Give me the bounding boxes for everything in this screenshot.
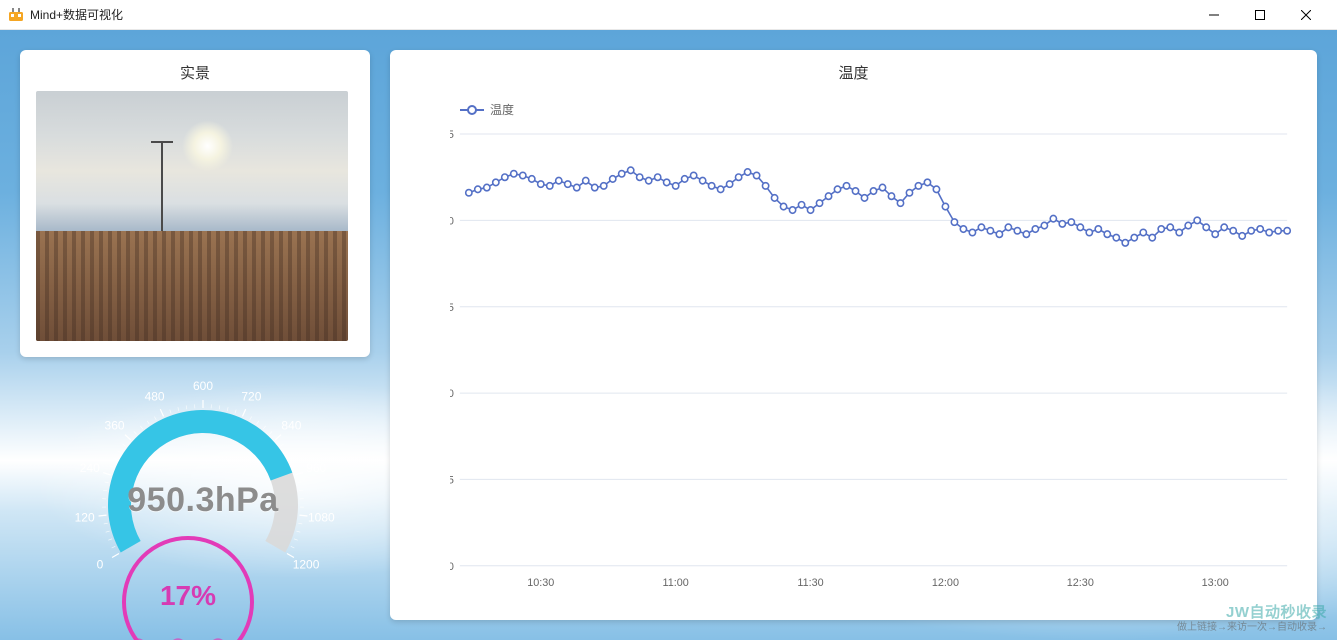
svg-text:1200: 1200 (293, 558, 320, 572)
legend-label: 温度 (490, 101, 514, 118)
svg-text:12:30: 12:30 (1067, 577, 1094, 589)
close-button[interactable] (1283, 0, 1329, 30)
svg-text:720: 720 (241, 389, 261, 403)
svg-text:480: 480 (145, 389, 165, 403)
chart-legend: 温度 (460, 101, 1301, 118)
svg-text:840: 840 (281, 418, 301, 432)
svg-text:360: 360 (105, 418, 125, 432)
scene-card-title: 实景 (36, 62, 354, 83)
svg-text:10: 10 (450, 388, 454, 400)
maximize-button[interactable] (1237, 0, 1283, 30)
window-titlebar: Mind+数据可视化 (0, 0, 1337, 30)
svg-text:11:30: 11:30 (797, 577, 823, 589)
svg-text:10:30: 10:30 (527, 577, 554, 589)
svg-text:11:00: 11:00 (663, 577, 689, 589)
svg-text:240: 240 (80, 461, 100, 475)
svg-text:600: 600 (193, 379, 213, 393)
svg-text:13:00: 13:00 (1202, 577, 1229, 589)
svg-text:5: 5 (450, 474, 454, 486)
svg-text:15: 15 (450, 302, 454, 314)
svg-text:0: 0 (450, 561, 454, 573)
temperature-chart-card: 温度 温度 0510152025℃10:3011:0011:3012:0012:… (390, 50, 1317, 620)
svg-text:12:00: 12:00 (932, 577, 959, 589)
scene-card: 实景 (20, 50, 370, 357)
svg-text:960: 960 (306, 461, 326, 475)
scene-image (36, 91, 348, 341)
pressure-value: 950.3hPa (53, 481, 353, 520)
app-icon (8, 7, 24, 23)
watermark: JW自动秒收录 做上链接→来访一次→自动收录→ (1177, 604, 1327, 634)
svg-text:20: 20 (450, 215, 454, 227)
svg-text:0: 0 (97, 558, 104, 572)
legend-marker-icon (460, 104, 484, 116)
svg-text:℃: ℃ (450, 128, 454, 131)
window-title: Mind+数据可视化 (30, 6, 123, 23)
minimize-button[interactable] (1191, 0, 1237, 30)
humidity-gauge: 17% (108, 522, 268, 640)
humidity-value: 17% (108, 580, 268, 612)
chart-plot-area[interactable]: 0510152025℃10:3011:0011:3012:0012:3013:0… (450, 128, 1297, 592)
window-controls (1191, 0, 1329, 30)
chart-title: 温度 (406, 62, 1301, 83)
